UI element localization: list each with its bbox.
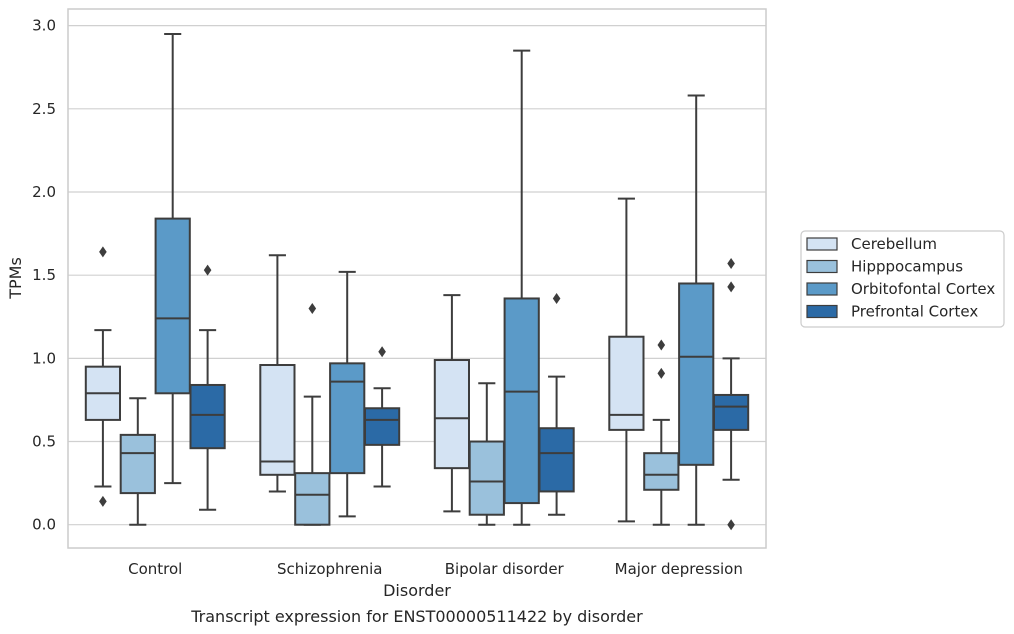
box-iqr [503, 297, 540, 505]
box-1-2 [329, 270, 366, 518]
legend-swatch [806, 282, 838, 296]
y-tick-label-2: 1.0 [32, 349, 56, 367]
box-iqr [643, 452, 680, 491]
box-0-1 [119, 397, 156, 526]
legend-item-0: Cerebellum [806, 235, 937, 253]
outlier-2 [727, 519, 735, 531]
legend-label: Cerebellum [851, 235, 937, 253]
outlier-0 [308, 302, 317, 314]
box-0-3 [189, 264, 226, 511]
x-tick-label-0: Control [128, 560, 182, 578]
box-2-3 [538, 292, 575, 516]
box-iqr [433, 359, 471, 470]
box-2-2 [503, 49, 540, 526]
box-iqr [189, 383, 226, 450]
legend-label: Orbitofontal Cortex [851, 280, 995, 298]
x-axis-ticks: Control Schizophrenia Bipolar disorder Majo… [128, 560, 743, 578]
box-3-2 [678, 94, 715, 526]
box-3-0 [608, 197, 645, 523]
legend[interactable]: Cerebellum Hipppocampus Orbitofontal Corte… [800, 230, 1005, 328]
legend-swatch [806, 259, 838, 274]
box-iqr [294, 472, 331, 526]
outlier-0 [99, 246, 107, 258]
y-axis-ticks: 0.0 0.5 1.0 1.5 2.0 2.5 3.0 [32, 17, 56, 534]
box-1-3 [363, 346, 401, 488]
y-tick-label-1: 0.5 [32, 433, 56, 451]
x-axis-title: Disorder [383, 581, 451, 600]
outlier-0 [657, 339, 666, 351]
legend-label: Prefrontal Cortex [851, 303, 978, 321]
plot-frame [67, 8, 767, 549]
box-groups [84, 32, 750, 531]
x-tick-label-2: Bipolar disorder [445, 560, 565, 578]
legend-swatch [806, 237, 838, 251]
y-tick-label-4: 2.0 [32, 183, 56, 201]
box-iqr [259, 364, 296, 476]
outlier-1 [657, 367, 666, 379]
box-0-0 [84, 246, 122, 507]
legend-swatch [806, 304, 838, 319]
legend-item-3: Prefrontal Cortex [806, 303, 978, 321]
legend-item-1: Hipppocampus [806, 258, 963, 276]
x-tick-label-3: Major depression [615, 560, 743, 578]
outlier-1 [727, 281, 735, 293]
box-3-1 [643, 339, 680, 526]
box-iqr [329, 362, 366, 475]
box-iqr [468, 440, 505, 516]
y-tick-label-5: 2.5 [32, 100, 56, 118]
box-iqr [712, 393, 750, 431]
y-tick-label-0: 0.0 [32, 516, 56, 534]
box-iqr [363, 407, 401, 446]
chart-caption: Transcript expression for ENST0000051142… [190, 607, 643, 626]
box-1-1 [294, 302, 331, 526]
box-0-2 [154, 32, 191, 485]
box-iqr [119, 433, 156, 495]
outlier-0 [378, 346, 386, 358]
legend-frame [800, 230, 1005, 328]
legend-item-2: Orbitofontal Cortex [806, 280, 995, 298]
y-tick-label-6: 3.0 [32, 17, 56, 35]
y-axis-title: TPMs [6, 257, 25, 300]
outlier-0 [552, 292, 561, 304]
box-iqr [154, 217, 191, 395]
y-tick-label-3: 1.5 [32, 266, 56, 284]
x-tick-label-1: Schizophrenia [277, 560, 382, 578]
box-iqr [538, 427, 575, 493]
box-3-3 [712, 258, 750, 531]
box-1-0 [259, 254, 296, 493]
outlier-1 [99, 495, 107, 507]
legend-label: Hipppocampus [851, 258, 963, 276]
outlier-0 [203, 264, 212, 276]
outlier-0 [727, 258, 735, 270]
box-2-0 [433, 294, 471, 513]
box-iqr [678, 282, 715, 466]
